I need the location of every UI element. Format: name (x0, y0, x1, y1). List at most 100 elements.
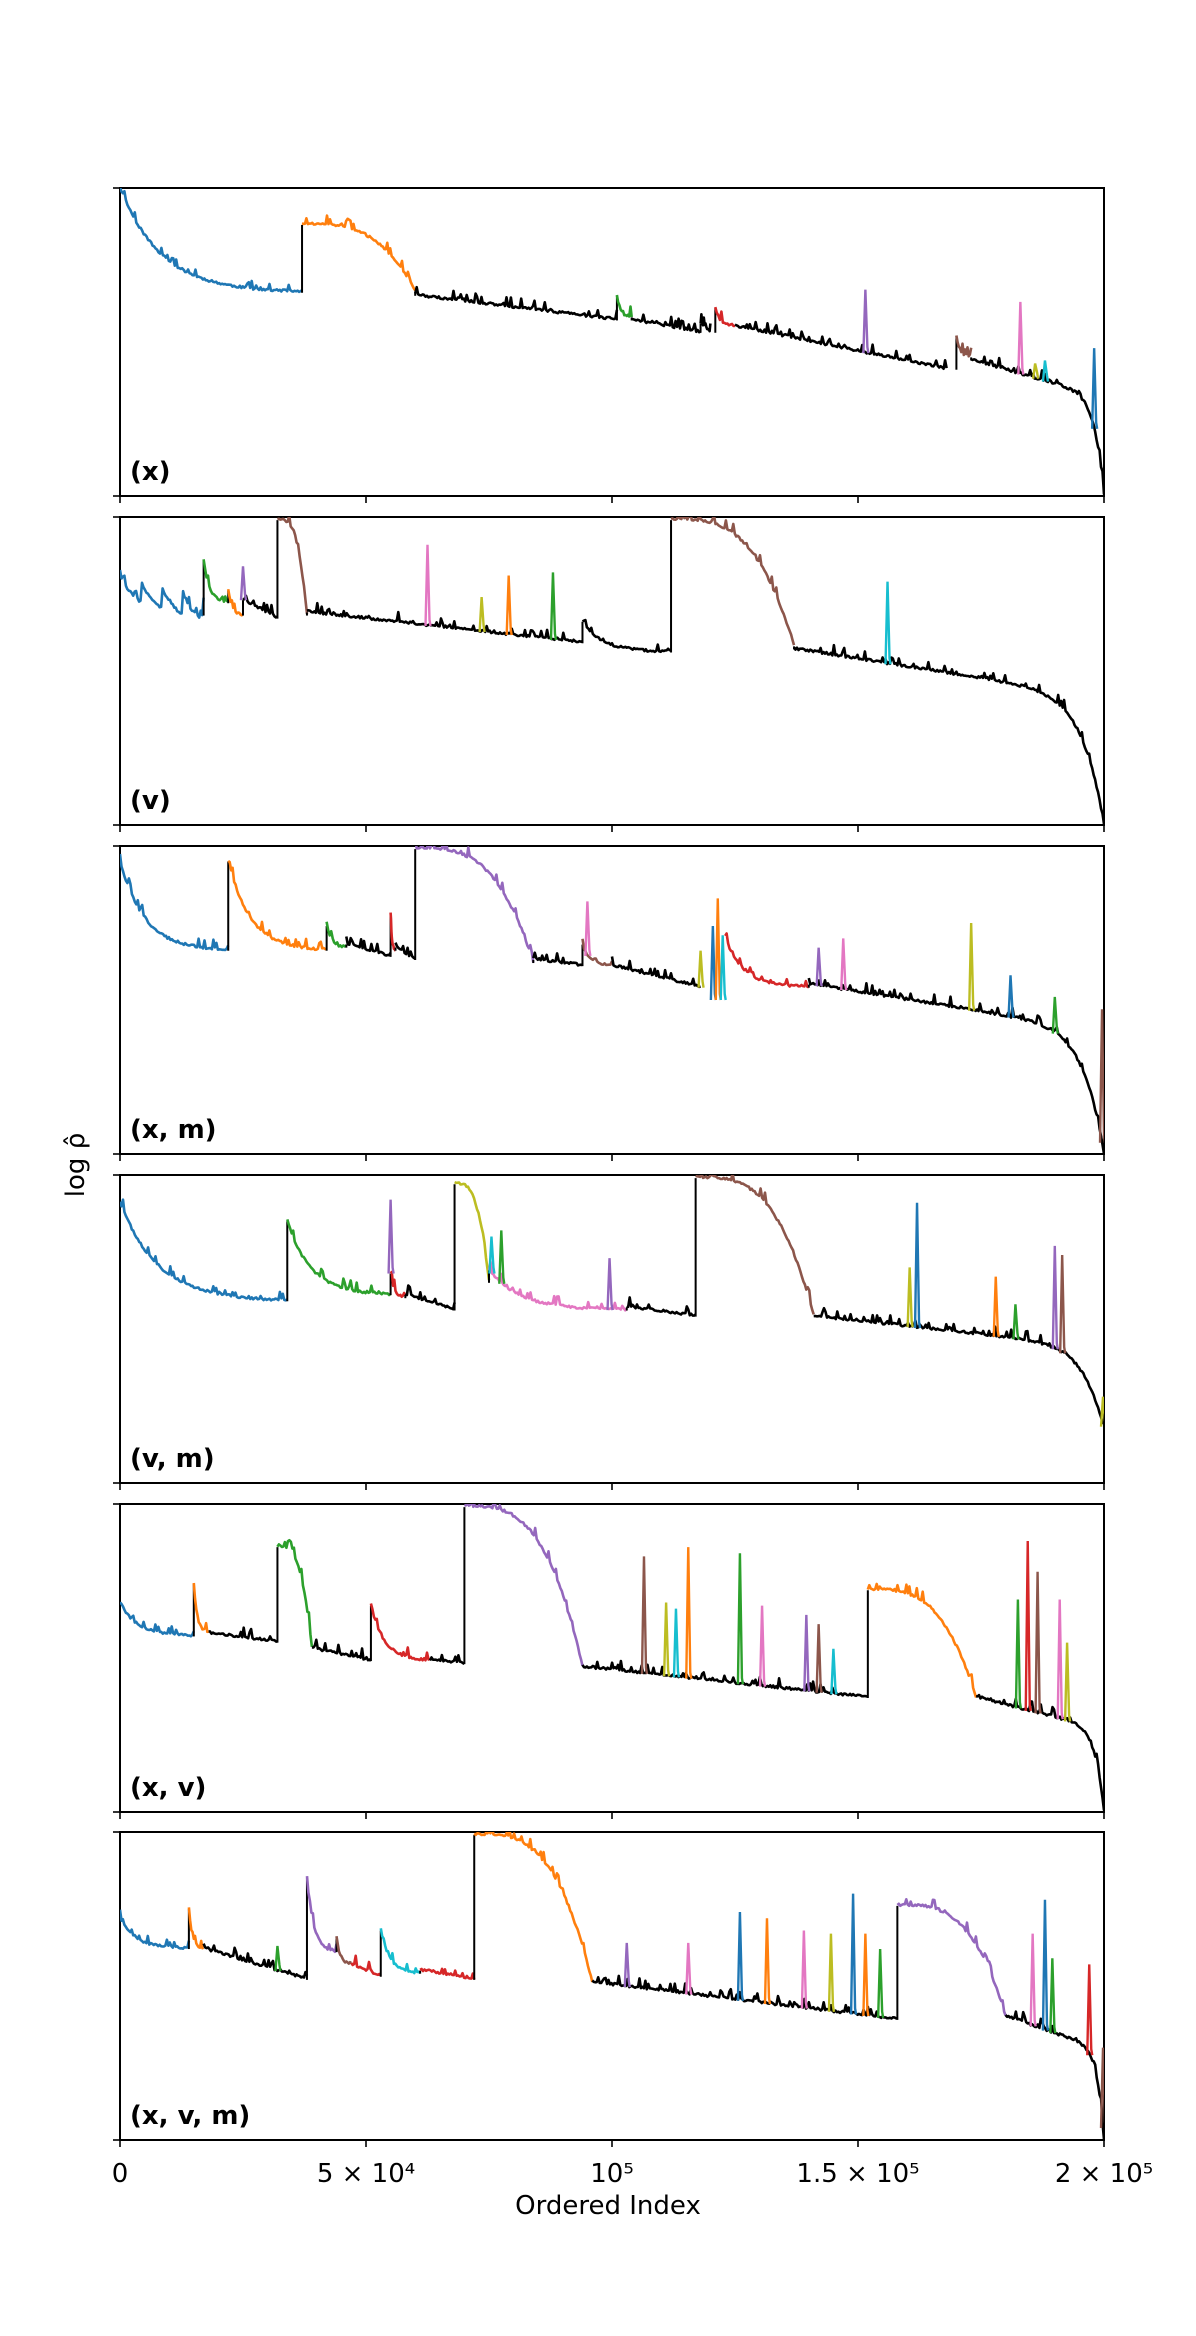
series-segment-black (394, 942, 416, 960)
spike-cyan (719, 935, 727, 1001)
series-segment-black (202, 1943, 309, 1979)
series-segment-black (532, 951, 583, 967)
series-segment-orange (187, 1907, 205, 1950)
series-segment-black (970, 355, 1104, 495)
series-segment-blue (120, 853, 230, 952)
spike-cyan (672, 1608, 681, 1678)
series-segment-black (610, 956, 701, 989)
spike-pink (840, 938, 848, 991)
panel-2: (v) (113, 516, 1105, 832)
series-segment-black (413, 285, 619, 321)
x-tick-label: 10⁵ (590, 2159, 634, 2189)
spike-green (1014, 1599, 1023, 1709)
series-segment-red (369, 1603, 431, 1662)
spike-brown (1058, 1255, 1067, 1354)
panel-frame (119, 1174, 1105, 1484)
spike-pink (800, 1930, 809, 2009)
panel-1: (x) (113, 187, 1105, 503)
panel-4: (v, m) (113, 1174, 1105, 1490)
series-segment-brown (277, 517, 309, 614)
panel-3: (x, m) (113, 845, 1105, 1161)
series-segment-red (714, 306, 736, 328)
x-tick-label: 1.5 × 10⁵ (796, 2159, 919, 2189)
spike-blue (1041, 1899, 1050, 2031)
panel-6: (x, v, m) (113, 1831, 1105, 2147)
panel-label: (v, m) (130, 1444, 215, 1474)
panel-label: (x, v) (130, 1773, 206, 1803)
series-segment-black (428, 1653, 466, 1666)
series-segment-red (419, 1967, 476, 1980)
spike-pink (1029, 1933, 1037, 2027)
spike-orange (763, 1918, 772, 2005)
series-segment-orange (226, 588, 244, 617)
spike-green (876, 1949, 885, 2018)
series-segment-purple (414, 846, 535, 963)
x-tick-label: 0 (112, 2159, 129, 2189)
spike-pink (1056, 1599, 1064, 1720)
spike-brown (1099, 2047, 1104, 2129)
series-segment-green (325, 921, 348, 949)
series-segment-black (404, 1284, 456, 1311)
series-segment-green (615, 294, 633, 318)
spike-purple (387, 1199, 395, 1274)
series-segment-black (581, 618, 672, 654)
series-segment-brown (670, 517, 796, 646)
series-segment-pink (487, 1260, 628, 1312)
spike-purple (862, 289, 870, 354)
spike-pink (758, 1605, 767, 1687)
series-group (120, 1175, 1104, 1427)
series-segment-black (345, 936, 392, 957)
spike-olive (697, 950, 705, 988)
spike-olive (662, 1602, 671, 1677)
spike-pink (424, 544, 432, 627)
series-segment-black (626, 1296, 697, 1317)
spike-green (274, 1945, 282, 1972)
spike-olive (827, 1933, 836, 2013)
spike-green (1051, 996, 1059, 1034)
spike-orange (862, 1933, 870, 2017)
series-segment-green (276, 1538, 314, 1648)
series-segment-red (389, 1270, 407, 1298)
panel-label: (v) (130, 786, 171, 816)
spike-brown (1098, 1009, 1104, 1143)
series-segment-orange (866, 1582, 978, 1698)
series-segment-red (350, 1954, 382, 1977)
x-axis-label: Ordered Index (515, 2191, 701, 2221)
spike-purple (1051, 1245, 1059, 1350)
x-tick-label: 5 × 10⁴ (317, 2159, 415, 2189)
series-segment-black (631, 313, 702, 334)
series-segment-black (306, 601, 584, 644)
series-segment-orange (473, 1832, 594, 1983)
spike-olive (1031, 363, 1040, 379)
panel-5: (x, v) (113, 1503, 1105, 1819)
spike-pink (1017, 301, 1025, 375)
spike-green (1012, 1304, 1020, 1340)
spike-olive (967, 922, 976, 1011)
spike-purple (239, 566, 248, 601)
spike-cyan (884, 581, 892, 665)
series-segment-purple (305, 1875, 338, 1954)
spike-orange (505, 575, 513, 636)
series-segment-brown (695, 1175, 815, 1315)
series-group (120, 517, 1104, 825)
spike-green (498, 1230, 506, 1284)
series-segment-brown (335, 1935, 352, 1965)
series-segment-black (792, 643, 1104, 825)
spike-brown (640, 1556, 649, 1675)
spike-purple (815, 947, 823, 987)
spike-pink (584, 901, 592, 957)
spike-cyan (1041, 360, 1050, 382)
series-segment-orange (301, 214, 417, 292)
x-tick-label: 2 × 10⁵ (1055, 2159, 1153, 2189)
spike-cyan (830, 1648, 838, 1695)
panel-frame (119, 845, 1105, 1155)
series-segment-blue (120, 188, 303, 294)
series-segment-blue (120, 1601, 195, 1638)
series-segment-black (581, 1659, 868, 1698)
spike-orange (685, 1547, 693, 1679)
spike-red (1086, 1964, 1094, 2056)
series-group (120, 188, 1104, 495)
series-segment-black (813, 1306, 1104, 1425)
panel-label: (x) (130, 457, 171, 487)
